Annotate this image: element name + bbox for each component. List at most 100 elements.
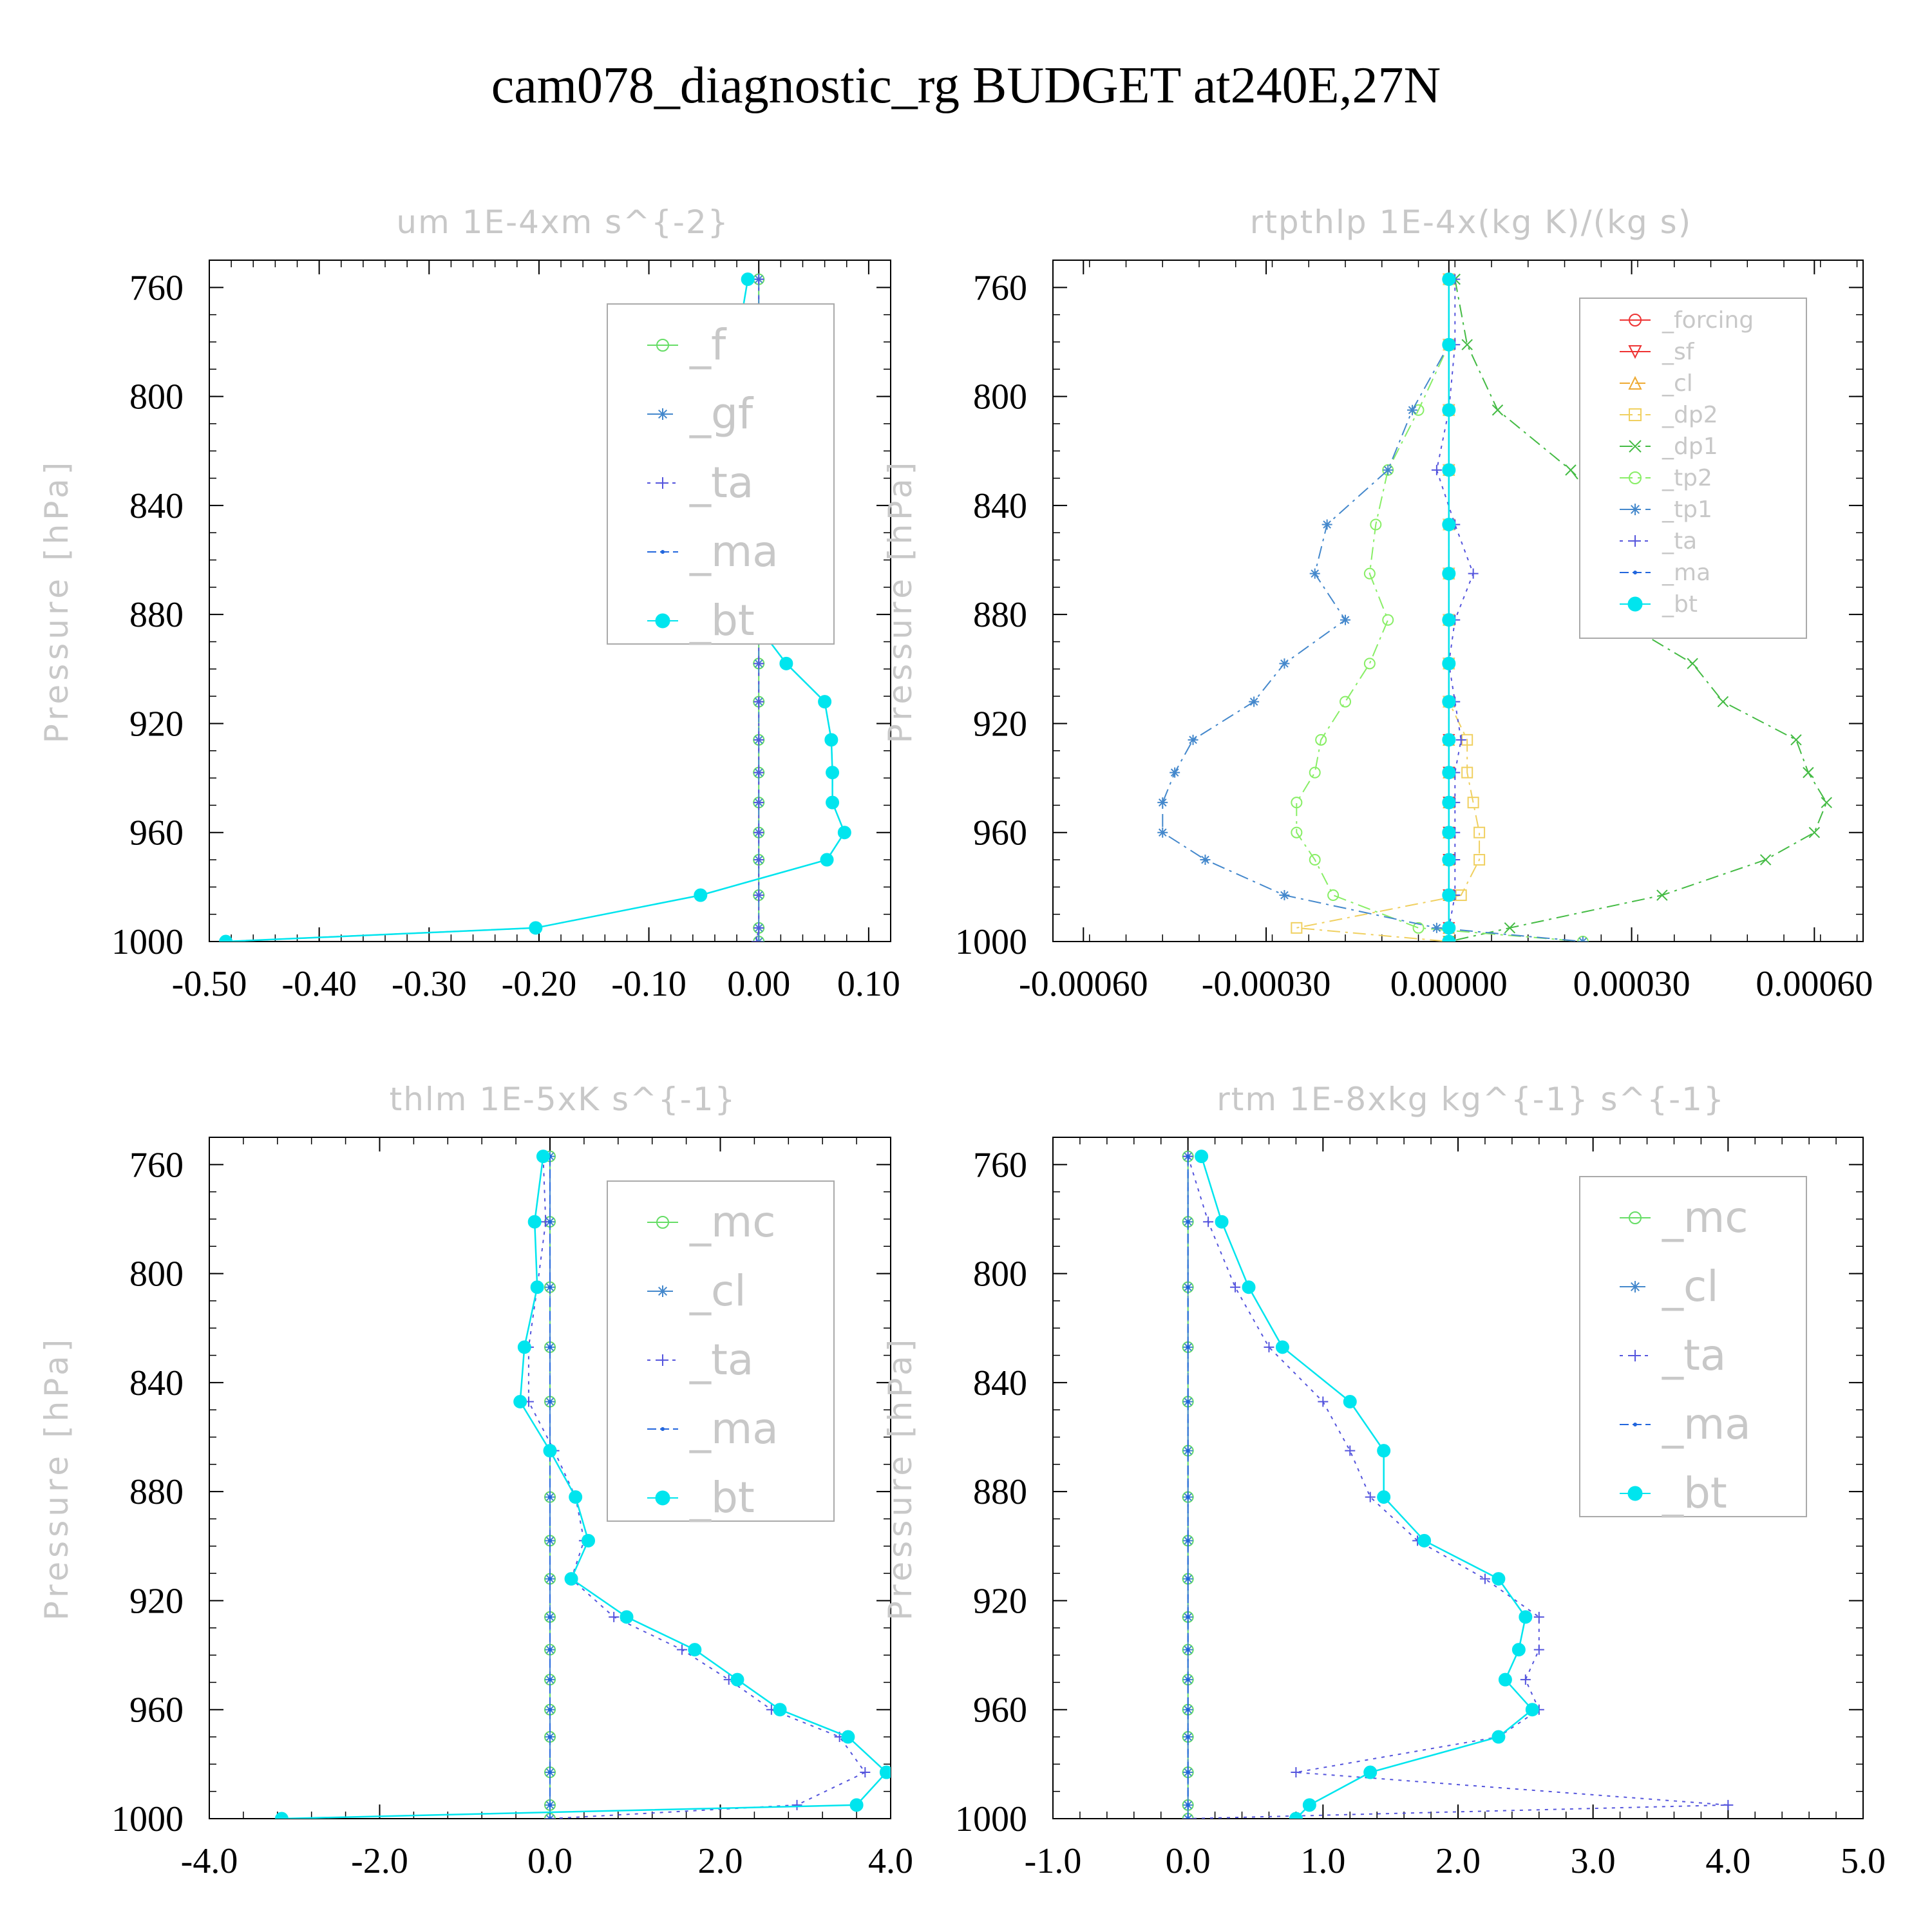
legend-swatch-marker: [1629, 471, 1642, 484]
y-tick-label: 840: [129, 486, 184, 526]
legend-box: [1579, 1176, 1807, 1517]
series-point-ma: [548, 1735, 552, 1739]
series-point-ta: [1345, 1445, 1356, 1456]
series-point-bt: [517, 1340, 531, 1354]
series-point-tp1: [1340, 614, 1351, 625]
series-point-bt: [694, 888, 708, 902]
y-axis-label: Pressure [hPa]: [882, 1336, 919, 1621]
legend-swatch-marker: [1628, 345, 1642, 359]
legend-item: _ta: [1620, 528, 1697, 554]
series-point-bt: [1442, 826, 1456, 840]
series-point-ma: [1186, 1220, 1190, 1224]
x-tick-label: -0.10: [611, 964, 687, 1004]
series-point-ma: [1186, 1154, 1190, 1159]
series-point-bt: [824, 733, 838, 747]
legend-label: _ta: [1662, 1331, 1726, 1380]
y-tick-label: 800: [129, 377, 184, 417]
series-point-tp2: [1309, 766, 1321, 779]
legend-item: _ta: [647, 458, 753, 507]
legend-swatch-marker: [1629, 1281, 1641, 1293]
series-point-ta: [1533, 1644, 1544, 1655]
y-tick-label: 960: [129, 813, 184, 853]
y-tick-label: 800: [129, 1255, 184, 1294]
series-point-ta: [1230, 1282, 1241, 1293]
series-point-ma: [548, 1345, 552, 1349]
series-point-bt: [1442, 613, 1456, 627]
x-tick-label: 0.0: [1166, 1841, 1211, 1881]
legend-label: _cl: [1662, 370, 1693, 397]
plot-frame: [1052, 260, 1864, 942]
legend-swatch-marker: [1629, 1211, 1642, 1224]
series-point-ma: [1186, 1539, 1190, 1543]
series-point-bt: [1289, 1812, 1303, 1819]
legend-item: _f: [647, 320, 727, 370]
series-point-bt: [1442, 888, 1456, 902]
series-point-bt: [837, 826, 851, 840]
x-tick-label: 4.0: [1705, 1841, 1750, 1881]
x-tick-label: -0.20: [502, 964, 577, 1004]
series-point-bt: [1511, 1643, 1526, 1657]
series-point-ma: [548, 1803, 552, 1807]
series-point-ta: [1723, 1799, 1734, 1810]
series-point-bt: [564, 1572, 578, 1586]
series-point-bt: [1363, 1765, 1378, 1779]
series-line-ta: [1435, 279, 1474, 942]
series-point-ma: [548, 1220, 552, 1224]
series-point-ma: [1186, 1285, 1190, 1289]
series-group: [1157, 272, 1832, 942]
series-point-dp1: [1656, 889, 1668, 901]
series-point-bt: [1442, 795, 1456, 810]
y-tick-label: 760: [973, 268, 1027, 308]
series-line-tp2: [1296, 279, 1583, 942]
series-point-bt: [779, 656, 793, 670]
series-point-ma: [1186, 1577, 1190, 1581]
series-point-tp2: [1315, 734, 1327, 746]
legend-item: _bt: [647, 1473, 755, 1522]
series-point-ma: [1186, 1495, 1190, 1499]
series-point-ta: [676, 1644, 687, 1655]
series-point-bt: [1377, 1490, 1391, 1504]
series-line-bt: [1200, 1156, 1534, 1819]
x-tick-label: 0.00: [727, 964, 790, 1004]
series-point-bt: [1519, 1610, 1533, 1624]
series-point-bt: [849, 1798, 864, 1812]
series-point-ta: [753, 274, 764, 285]
series-point-bt: [741, 272, 755, 287]
series-point-dp1: [1803, 766, 1814, 779]
legend-label: _f: [689, 320, 727, 370]
series-point-bt: [1195, 1150, 1209, 1164]
series-point-ma: [1186, 1448, 1190, 1453]
legend-swatch-marker: [1633, 1423, 1637, 1426]
legend-swatch-marker: [661, 1427, 665, 1431]
legend-label: _tp2: [1662, 465, 1712, 491]
legend-label: _ta: [689, 1335, 753, 1385]
series-point-ta: [1365, 1492, 1376, 1502]
legend-swatch-marker: [657, 1354, 668, 1366]
series-point-bt: [1442, 337, 1456, 352]
legend-swatch-marker: [656, 339, 669, 352]
legend-swatch-marker: [1627, 596, 1643, 612]
legend-item: _cl: [1620, 370, 1693, 397]
y-tick-label: 1000: [111, 1799, 184, 1839]
series-point-ma: [548, 1770, 552, 1775]
legend-item: _ma: [1620, 560, 1710, 586]
y-tick-label: 840: [129, 1363, 184, 1403]
series-point-tp1: [1249, 696, 1260, 707]
series-point-dp2: [1461, 766, 1473, 779]
legend-label: _ma: [1662, 560, 1710, 586]
series-point-bt: [1442, 853, 1456, 867]
series-point-ma: [548, 1539, 552, 1543]
series-point-ta: [860, 1767, 871, 1778]
series-point-bt: [818, 695, 832, 709]
series-point-dp1: [1461, 339, 1473, 350]
series-point-ta: [753, 734, 764, 745]
series-point-ma: [548, 1285, 552, 1289]
series-line-ta: [1187, 1156, 1728, 1819]
legend-swatch-marker: [661, 550, 665, 554]
legend-label: _ma: [689, 1404, 779, 1454]
series-point-tp2: [1309, 854, 1321, 866]
legend: _mc _cl _ta _ma _bt: [607, 1180, 835, 1522]
y-tick-label: 880: [973, 1472, 1027, 1512]
series-point-ma: [1186, 1678, 1190, 1682]
